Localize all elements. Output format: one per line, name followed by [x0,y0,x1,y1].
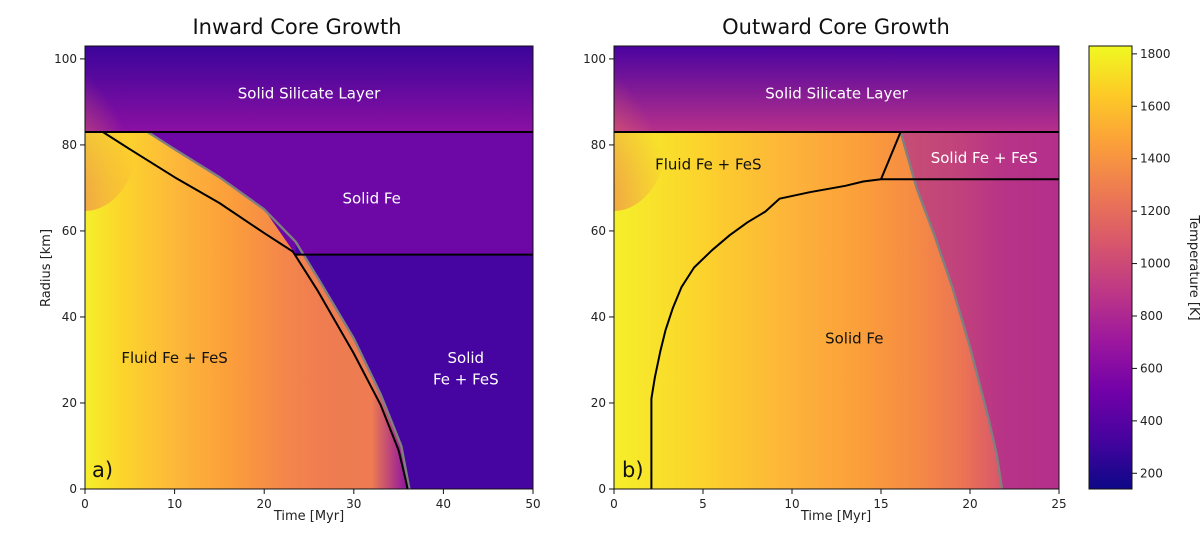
panel-b-title: Outward Core Growth [722,15,950,39]
colorbar-tick-label: 200 [1140,466,1163,480]
panel-a-xtick-label: 50 [525,497,540,511]
panel-a-isotherm-line [147,130,411,489]
panel-a-region-label: Solid [448,349,485,367]
colorbar: 200 400 600 800 1000 1200 1400 1600 1800 Tempera… [1088,45,1200,490]
panel-b-heatmap: Solid Silicate Layer Fluid Fe + FeS Solid … [614,46,1059,489]
panel-b-solidification-front-line [650,178,882,489]
panel-b-region-label: Fluid Fe + FeS [655,155,761,173]
panel-b-xtick-label: 5 [699,497,707,511]
panel-b-frame [613,45,1060,490]
panel-b-silicate-fill [614,46,1059,131]
panel-b-xlabel: Time [Myr] [800,509,871,524]
panel-a-xtick-label: 40 [436,497,451,511]
colorbar-ramp [1088,45,1133,490]
panel-a-xtick-label: 20 [257,497,272,511]
panel-a-region-label: Solid Silicate Layer [238,84,381,102]
panel-a-label: a) [92,458,113,482]
panel-a-ytick-label: 20 [62,396,77,410]
panel-b-isotherm-line [899,131,1004,489]
panel-b-ytick-label: 100 [583,52,606,66]
panel-b-xtick-label: 0 [610,497,618,511]
panel-b-region-label: Solid Silicate Layer [765,84,908,102]
panel-a-xtick-label: 30 [346,497,361,511]
panel-b: Outward Core Growth Solid Silicate Layer… [583,15,1067,524]
panel-b-label: b) [622,458,644,482]
colorbar-tick-label: 400 [1140,414,1163,428]
colorbar-tick-label: 1600 [1140,99,1171,113]
panel-a-solid-fe-fill [147,132,533,255]
panel-b-ytick-label: 0 [598,482,606,496]
colorbar-tick-label: 800 [1140,309,1163,323]
colorbar-tick-label: 1400 [1140,152,1171,166]
panel-b-region-label: Solid Fe + FeS [931,149,1038,167]
panel-a-ytick-label: 80 [62,138,77,152]
panel-b-xtick-label: 10 [784,497,799,511]
panel-a-silicate-fill [85,46,533,131]
panel-b-xtick-label: 25 [1051,497,1066,511]
panel-a-ytick-label: 0 [69,482,77,496]
panel-a-xlabel: Time [Myr] [273,509,344,524]
panel-a-solid-fefes-fill [295,241,533,489]
panel-a-heatmap: Solid Silicate Layer Solid Fe Fluid Fe + F… [85,46,533,489]
colorbar-tick-label: 1800 [1140,47,1171,61]
colorbar-tick-label: 1000 [1140,257,1171,271]
panel-a-xtick-label: 10 [167,497,182,511]
panel-b-cooled-region [900,132,1059,489]
panel-a-xtick-label: 0 [81,497,89,511]
panel-b-ytick-label: 60 [591,224,606,238]
panel-a-solidification-front-line [102,131,409,489]
panel-b-ytick-label: 20 [591,396,606,410]
panel-a-ytick-label: 40 [62,310,77,324]
panel-b-xtick-label: 20 [962,497,977,511]
panel-a: Inward Core Growth Solid Silicate LayerS… [39,15,541,524]
panel-b-ytick-label: 80 [591,138,606,152]
colorbar-tick-label: 1200 [1140,204,1171,218]
panel-a-region-label: Fluid Fe + FeS [121,349,227,367]
panel-a-region-label: Fe + FeS [433,370,499,388]
panel-b-region-label: Solid Fe [825,329,883,347]
colorbar-label: Temperature [K] [1186,214,1200,320]
panel-a-ylabel: Radius [km] [39,229,54,307]
panel-a-ytick-label: 60 [62,224,77,238]
panel-a-title: Inward Core Growth [192,15,401,39]
panel-a-frame [84,45,534,490]
panel-b-ytick-label: 40 [591,310,606,324]
panel-b-xtick-label: 15 [873,497,888,511]
panel-a-ytick-label: 100 [54,52,77,66]
panel-b-fe-fes-diagonal-line [880,131,902,180]
panel-a-region-label: Solid Fe [343,190,401,208]
colorbar-tick-label: 600 [1140,361,1163,375]
